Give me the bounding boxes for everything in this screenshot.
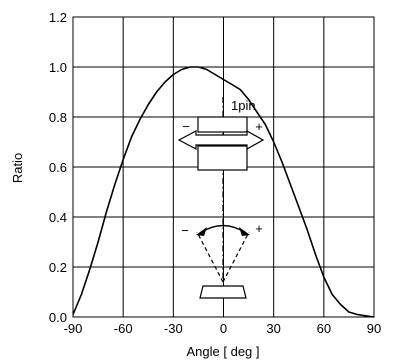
y-tick-label: 1.0 (49, 60, 67, 75)
minus-sign-bottom: − (181, 223, 189, 238)
view-ray-left (196, 231, 224, 283)
plus-sign-bottom: + (255, 221, 263, 236)
y-tick-label: 0.4 (49, 210, 67, 225)
led-base (199, 285, 247, 299)
x-tick-label: -90 (64, 321, 83, 336)
package-bottom-rect (197, 145, 248, 171)
minus-sign-top: − (182, 119, 190, 134)
series-line (72, 66, 375, 318)
y-tick-label: 1.2 (49, 10, 67, 25)
x-tick-label: 0 (220, 321, 227, 336)
y-axis-label: Ratio (10, 153, 25, 183)
x-tick-label: -60 (114, 321, 133, 336)
x-tick-label: 60 (317, 321, 331, 336)
plus-sign-top: + (255, 119, 263, 134)
view-ray-right (222, 231, 250, 283)
x-tick-label: 90 (367, 321, 381, 336)
y-tick-label: 0.6 (49, 160, 67, 175)
package-top-rect (197, 116, 248, 133)
series-group (72, 66, 375, 318)
y-tick-label: 0.2 (49, 260, 67, 275)
arrow-head-left (196, 227, 207, 236)
pin-label: 1pin (231, 98, 256, 113)
x-axis-label: Angle [ deg ] (187, 344, 260, 359)
tick-labels: -90 -60 -30 0 30 60 90 0.0 0.2 0.4 0.6 0.8 1.0 1.2 (49, 10, 381, 336)
y-tick-label: 0.0 (49, 310, 67, 325)
y-tick-label: 0.8 (49, 110, 67, 125)
double-arrow (177, 129, 265, 151)
package-diagram: 1pin − + − + (177, 97, 265, 299)
arrow-head-right (239, 227, 250, 236)
x-tick-label: -30 (164, 321, 183, 336)
x-tick-label: 30 (266, 321, 280, 336)
